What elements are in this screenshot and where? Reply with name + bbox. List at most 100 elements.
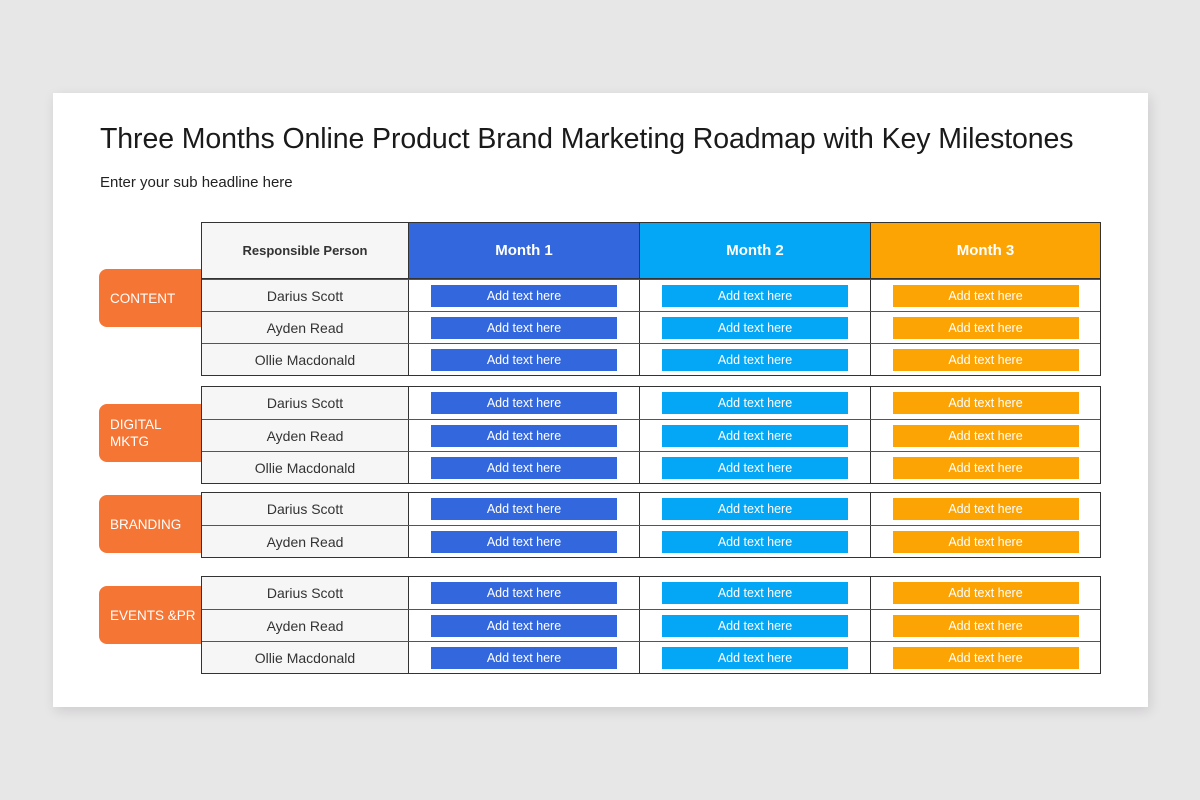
month-2-text-box[interactable]: Add text here	[662, 424, 848, 447]
month-2-text-box[interactable]: Add text here	[662, 456, 848, 479]
month-3-text-box[interactable]: Add text here	[892, 498, 1079, 520]
month-3-text-box[interactable]: Add text here	[892, 530, 1079, 553]
header-month-3: Month 3	[871, 223, 1100, 278]
category-tag: CONTENT	[99, 269, 203, 327]
month-3-text-box[interactable]: Add text here	[892, 646, 1079, 669]
month-1-cell: Add text here	[409, 420, 640, 451]
month-2-cell: Add text here	[640, 312, 871, 343]
month-1-text-box[interactable]: Add text here	[431, 392, 617, 414]
person-name: Ayden Read	[202, 312, 409, 343]
table-row: Ollie Macdonald Add text here Add text h…	[202, 451, 1100, 483]
month-2-text-box[interactable]: Add text here	[662, 348, 848, 371]
month-1-text-box[interactable]: Add text here	[431, 498, 617, 520]
person-name: Darius Scott	[202, 577, 409, 609]
month-3-text-box[interactable]: Add text here	[892, 392, 1079, 414]
month-3-text-box[interactable]: Add text here	[892, 348, 1079, 371]
table-row: Ayden Read Add text here Add text here A…	[202, 609, 1100, 641]
person-name: Darius Scott	[202, 493, 409, 525]
month-1-text-box[interactable]: Add text here	[431, 316, 617, 339]
person-name: Ayden Read	[202, 420, 409, 451]
month-3-text-box[interactable]: Add text here	[892, 614, 1079, 637]
slide-subtitle: Enter your sub headline here	[100, 174, 293, 191]
month-1-cell: Add text here	[409, 452, 640, 483]
month-1-cell: Add text here	[409, 642, 640, 673]
month-2-cell: Add text here	[640, 420, 871, 451]
month-3-text-box[interactable]: Add text here	[892, 424, 1079, 447]
header-month-2: Month 2	[640, 223, 871, 278]
person-name: Darius Scott	[202, 387, 409, 419]
header-row: Responsible Person Month 1 Month 2 Month…	[202, 223, 1100, 279]
person-name: Ollie Macdonald	[202, 344, 409, 375]
slide: Three Months Online Product Brand Market…	[53, 93, 1148, 707]
roadmap-table-3: Darius Scott Add text here Add text here…	[201, 576, 1101, 674]
month-2-cell: Add text here	[640, 526, 871, 557]
month-3-cell: Add text here	[871, 642, 1100, 673]
month-2-text-box[interactable]: Add text here	[662, 530, 848, 553]
month-3-text-box[interactable]: Add text here	[892, 284, 1079, 307]
month-1-cell: Add text here	[409, 526, 640, 557]
month-3-cell: Add text here	[871, 493, 1100, 525]
month-2-cell: Add text here	[640, 387, 871, 419]
table-row: Darius Scott Add text here Add text here…	[202, 493, 1100, 525]
month-2-cell: Add text here	[640, 642, 871, 673]
month-1-cell: Add text here	[409, 344, 640, 375]
month-3-cell: Add text here	[871, 344, 1100, 375]
month-1-text-box[interactable]: Add text here	[431, 582, 617, 604]
month-3-cell: Add text here	[871, 610, 1100, 641]
month-1-text-box[interactable]: Add text here	[431, 456, 617, 479]
header-month-1: Month 1	[409, 223, 640, 278]
month-1-text-box[interactable]: Add text here	[431, 530, 617, 553]
month-3-cell: Add text here	[871, 577, 1100, 609]
month-2-text-box[interactable]: Add text here	[662, 392, 848, 414]
category-tag: BRANDING	[99, 495, 203, 553]
table-row: Ayden Read Add text here Add text here A…	[202, 525, 1100, 557]
header-person: Responsible Person	[202, 223, 409, 278]
month-1-cell: Add text here	[409, 312, 640, 343]
table-row: Ollie Macdonald Add text here Add text h…	[202, 641, 1100, 673]
month-1-cell: Add text here	[409, 387, 640, 419]
person-name: Ayden Read	[202, 526, 409, 557]
category-tag: DIGITAL MKTG	[99, 404, 203, 462]
month-2-cell: Add text here	[640, 493, 871, 525]
month-1-text-box[interactable]: Add text here	[431, 424, 617, 447]
month-2-cell: Add text here	[640, 280, 871, 311]
roadmap-table-2: Darius Scott Add text here Add text here…	[201, 492, 1101, 558]
month-3-text-box[interactable]: Add text here	[892, 316, 1079, 339]
month-1-text-box[interactable]: Add text here	[431, 348, 617, 371]
month-1-text-box[interactable]: Add text here	[431, 614, 617, 637]
table-row: Ollie Macdonald Add text here Add text h…	[202, 343, 1100, 375]
month-2-text-box[interactable]: Add text here	[662, 646, 848, 669]
month-1-text-box[interactable]: Add text here	[431, 284, 617, 307]
table-row: Ayden Read Add text here Add text here A…	[202, 419, 1100, 451]
month-3-text-box[interactable]: Add text here	[892, 456, 1079, 479]
month-3-cell: Add text here	[871, 280, 1100, 311]
month-1-cell: Add text here	[409, 577, 640, 609]
person-name: Ollie Macdonald	[202, 642, 409, 673]
person-name: Ayden Read	[202, 610, 409, 641]
month-2-cell: Add text here	[640, 577, 871, 609]
month-3-cell: Add text here	[871, 387, 1100, 419]
roadmap-table-0: Responsible Person Month 1 Month 2 Month…	[201, 222, 1101, 376]
month-1-cell: Add text here	[409, 493, 640, 525]
month-2-cell: Add text here	[640, 344, 871, 375]
month-2-text-box[interactable]: Add text here	[662, 316, 848, 339]
table-row: Darius Scott Add text here Add text here…	[202, 279, 1100, 311]
person-name: Darius Scott	[202, 280, 409, 311]
month-3-text-box[interactable]: Add text here	[892, 582, 1079, 604]
month-2-cell: Add text here	[640, 610, 871, 641]
person-name: Ollie Macdonald	[202, 452, 409, 483]
month-2-text-box[interactable]: Add text here	[662, 284, 848, 307]
month-2-text-box[interactable]: Add text here	[662, 614, 848, 637]
table-row: Darius Scott Add text here Add text here…	[202, 577, 1100, 609]
month-3-cell: Add text here	[871, 312, 1100, 343]
month-1-text-box[interactable]: Add text here	[431, 646, 617, 669]
month-2-text-box[interactable]: Add text here	[662, 498, 848, 520]
month-3-cell: Add text here	[871, 452, 1100, 483]
month-1-cell: Add text here	[409, 280, 640, 311]
roadmap-table-1: Darius Scott Add text here Add text here…	[201, 386, 1101, 484]
month-2-text-box[interactable]: Add text here	[662, 582, 848, 604]
month-2-cell: Add text here	[640, 452, 871, 483]
month-1-cell: Add text here	[409, 610, 640, 641]
category-tag: EVENTS &PR	[99, 586, 203, 644]
slide-title: Three Months Online Product Brand Market…	[100, 123, 1074, 155]
